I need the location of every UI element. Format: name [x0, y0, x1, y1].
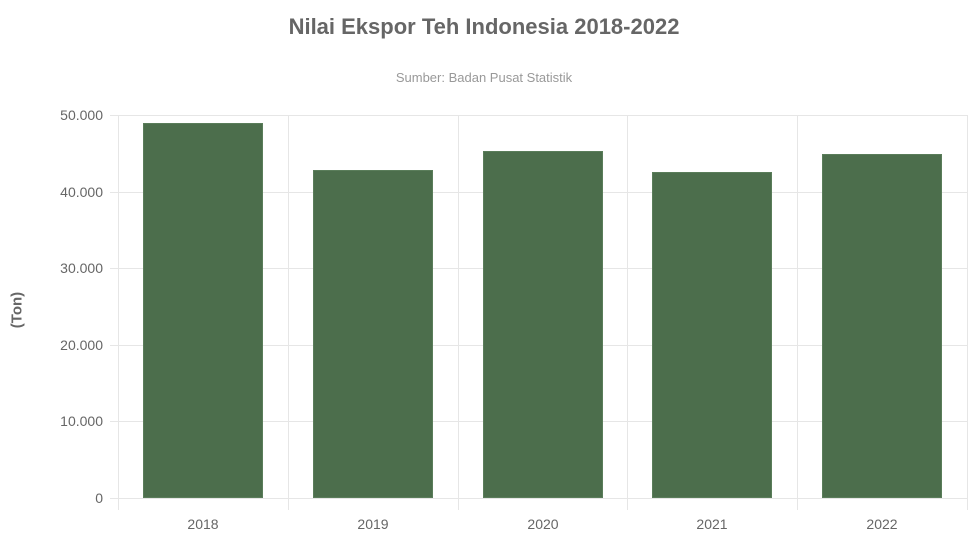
- chart-title: Nilai Ekspor Teh Indonesia 2018-2022: [288, 14, 680, 39]
- x-tick-label: 2021: [696, 516, 728, 532]
- bar-2018[interactable]: [143, 123, 263, 498]
- bar-2021[interactable]: [652, 172, 772, 498]
- gridline-vertical: [797, 115, 798, 510]
- y-tick-label: 40.000: [60, 184, 103, 200]
- gridline-vertical: [627, 115, 628, 510]
- chart-subtitle: Sumber: Badan Pusat Statistik: [395, 70, 573, 85]
- gridline-vertical: [288, 115, 289, 510]
- x-tick-label: 2019: [357, 516, 389, 532]
- y-tick-label: 10.000: [60, 413, 103, 429]
- gridline-vertical: [118, 115, 119, 510]
- bar-2020[interactable]: [483, 151, 603, 498]
- bar-2019[interactable]: [313, 170, 433, 498]
- x-tick-label: 2020: [527, 516, 559, 532]
- y-tick-label: 0: [95, 490, 103, 506]
- gridline-vertical: [458, 115, 459, 510]
- x-tick-label: 2018: [187, 516, 219, 532]
- gridline-horizontal: [110, 115, 968, 116]
- y-tick-label: 30.000: [60, 260, 103, 276]
- y-tick-label: 50.000: [60, 107, 103, 123]
- bar-2022[interactable]: [822, 154, 942, 498]
- x-tick-label: 2022: [866, 516, 898, 532]
- gridline-horizontal: [110, 498, 968, 499]
- y-tick-label: 20.000: [60, 337, 103, 353]
